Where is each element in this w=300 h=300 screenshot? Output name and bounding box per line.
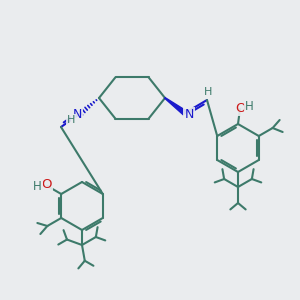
Text: N: N <box>72 107 82 121</box>
Text: H: H <box>244 100 253 112</box>
Text: O: O <box>41 178 52 191</box>
Text: H: H <box>67 115 75 125</box>
Polygon shape <box>165 98 187 115</box>
Text: H: H <box>204 87 212 97</box>
Text: N: N <box>184 107 194 121</box>
Text: O: O <box>236 101 246 115</box>
Text: H: H <box>33 181 42 194</box>
